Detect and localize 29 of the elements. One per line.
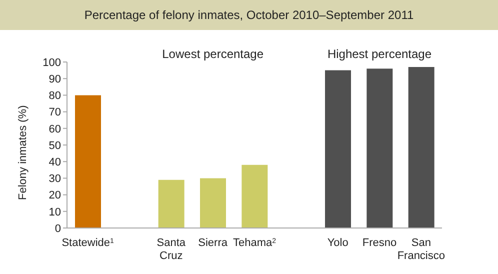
y-axis-title: Felony inmates (%) bbox=[16, 105, 29, 200]
x-tick-label: Santa Cruz bbox=[156, 237, 186, 262]
x-tick-label: Sierra bbox=[198, 237, 228, 249]
text: Lowest percentage bbox=[161, 47, 265, 61]
y-tick-label: 10 bbox=[48, 206, 61, 218]
x-tick-label: Yolo bbox=[327, 237, 348, 249]
bar bbox=[75, 95, 101, 228]
y-tick-label: 0 bbox=[54, 222, 61, 235]
x-tick-label: Fresno bbox=[362, 237, 397, 249]
y-tick-label: 60 bbox=[48, 123, 61, 136]
bar bbox=[366, 68, 393, 228]
bar bbox=[158, 180, 184, 228]
x-tick-label: Tehama$^{2}$ bbox=[232, 237, 276, 249]
y-tick-label: 90 bbox=[48, 74, 61, 86]
y-tick-label: 50 bbox=[48, 140, 61, 152]
x-tick-label: Statewide$^{1}$ bbox=[62, 237, 114, 249]
y-tick-label: 20 bbox=[48, 190, 61, 202]
bar bbox=[200, 178, 226, 228]
bar bbox=[408, 66, 434, 228]
text: Highest percentage bbox=[326, 47, 433, 61]
y-tick-label: 30 bbox=[48, 173, 61, 186]
y-tick-label: 80 bbox=[48, 90, 61, 102]
chart-title: Percentage of felony inmates, October 2010–September 2011 bbox=[0, 0, 498, 30]
x-tick-label: San Francisco bbox=[397, 237, 446, 262]
y-tick-label: 70 bbox=[48, 106, 61, 119]
y-tick-label: 100 bbox=[42, 56, 61, 69]
y-tick-label: 40 bbox=[48, 156, 61, 169]
bar bbox=[325, 70, 351, 228]
bar bbox=[242, 164, 268, 228]
